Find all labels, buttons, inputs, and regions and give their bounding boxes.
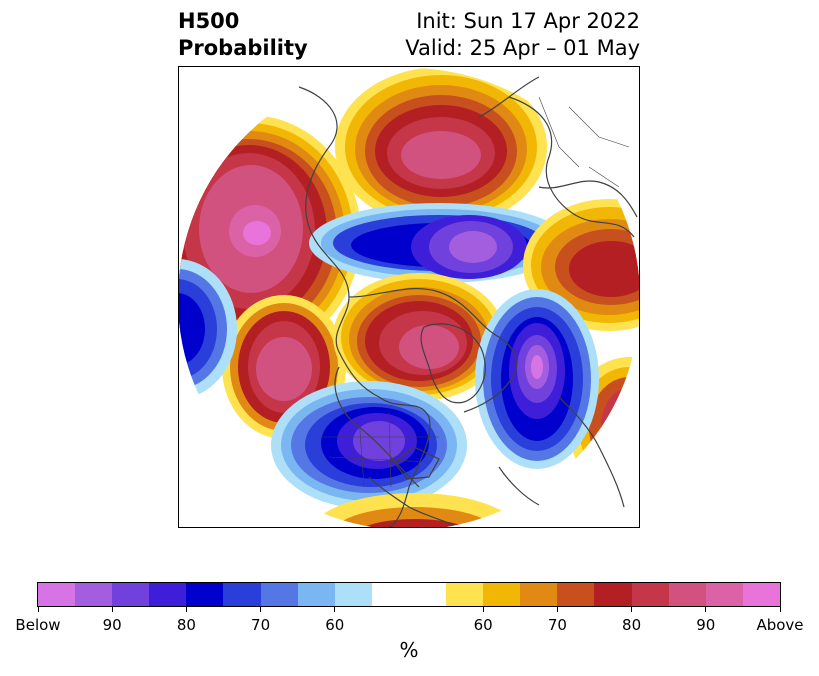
colorbar-cell [112,583,150,606]
above-anomaly-scandinavia [523,199,639,331]
colorbar-cell [371,583,447,606]
colorbar-tick-label: 90 [102,616,122,634]
colorbar-cell [38,583,76,606]
colorbar-tick [111,607,113,612]
colorbar-tick [37,607,39,612]
colorbar-cell [260,583,298,606]
colorbar-tick-label: 70 [251,616,271,634]
colorbar-tick [260,607,262,612]
colorbar-tick-label: 80 [622,616,642,634]
colorbar-cell [297,583,335,606]
colorbar-tick [482,607,484,612]
colorbar-tick [556,607,558,612]
title-init-date: Init: Sun 17 Apr 2022 [416,9,640,33]
colorbar-tick [334,607,336,612]
colorbar-cell [668,583,706,606]
below-anomaly-west-edge [179,259,237,399]
below-anomaly-north-america [271,381,467,509]
map-panel [178,66,640,528]
colorbar-cell [446,583,484,606]
colorbar-cell [149,583,187,606]
above-anomaly-greenland [333,273,505,401]
borders [319,96,630,488]
colorbar-cell [594,583,632,606]
colorbar-tick-label: 90 [696,616,716,634]
colorbar-cell [520,583,558,606]
colorbar-cell [223,583,261,606]
probability-field [179,68,639,527]
below-anomaly-arctic-band [309,203,569,283]
colorbar-cell [631,583,669,606]
polar-map [179,68,639,527]
map-title-left: H500 Probability [178,8,308,62]
colorbar-cell [186,583,224,606]
colorbar-cell [75,583,113,606]
colorbar-cell [742,583,780,606]
colorbar-cell [557,583,595,606]
above-anomaly-siberia [335,68,547,227]
title-valid-range: Valid: 25 Apr – 01 May [405,36,640,60]
colorbar-tick-label: 70 [547,616,567,634]
colorbar-tick-label: 80 [176,616,196,634]
colorbar-cell [483,583,521,606]
colorbar-tick [779,607,781,612]
colorbar-cell [705,583,743,606]
title-variable: H500 [178,9,240,33]
below-anomaly-atlantic [475,289,599,469]
colorbar-tick-label: Above [756,616,804,634]
colorbar-tick-label: Below [15,616,61,634]
colorbar-tick [185,607,187,612]
map-title-right: Init: Sun 17 Apr 2022 Valid: 25 Apr – 01… [405,8,640,62]
title-product: Probability [178,36,308,60]
colorbar [37,582,781,607]
coastlines [298,76,638,527]
above-anomaly-south-edge [311,493,519,527]
colorbar-tick-label: 60 [325,616,345,634]
colorbar-unit-label: % [399,638,419,662]
colorbar-tick-label: 60 [473,616,493,634]
colorbar-tick [631,607,633,612]
colorbar-cell [334,583,372,606]
colorbar-tick [705,607,707,612]
